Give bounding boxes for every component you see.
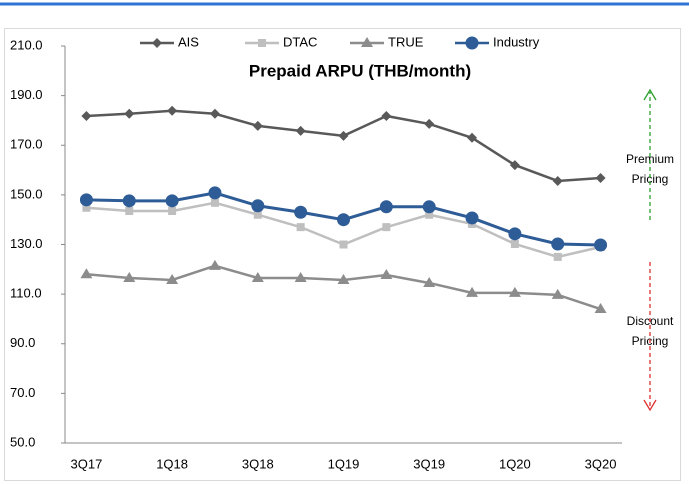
y-tick-label: 70.0 — [10, 385, 35, 400]
marker — [381, 110, 392, 121]
marker — [594, 303, 607, 314]
marker — [208, 186, 222, 200]
y-tick-label: 170.0 — [10, 137, 43, 152]
legend-label: Industry — [493, 34, 540, 49]
marker — [379, 200, 393, 214]
y-tick-label: 150.0 — [10, 186, 43, 201]
marker — [337, 213, 350, 227]
marker — [465, 36, 479, 50]
marker — [338, 130, 349, 141]
marker — [165, 194, 179, 208]
marker — [79, 193, 93, 207]
marker — [508, 286, 521, 297]
x-tick-label: 1Q18 — [156, 456, 188, 471]
chart-title: Prepaid ARPU (THB/month) — [249, 61, 471, 80]
marker — [466, 286, 479, 297]
marker — [380, 269, 393, 280]
legend-label: DTAC — [283, 34, 317, 49]
marker — [208, 259, 221, 270]
marker — [424, 118, 435, 129]
x-tick-label: 1Q20 — [499, 456, 531, 471]
marker — [425, 210, 434, 219]
marker — [594, 238, 608, 252]
x-tick-label: 3Q18 — [242, 456, 274, 471]
y-tick-label: 210.0 — [10, 37, 43, 52]
marker — [166, 273, 179, 284]
marker — [337, 273, 350, 284]
y-tick-label: 190.0 — [10, 87, 43, 102]
marker — [253, 210, 262, 219]
legend-label: AIS — [178, 34, 199, 49]
series-line — [86, 201, 601, 259]
marker — [168, 207, 177, 216]
marker — [553, 252, 562, 261]
series-line — [86, 264, 601, 311]
x-tick-label: 1Q19 — [328, 456, 360, 471]
legend-label: TRUE — [388, 34, 424, 49]
marker — [422, 200, 436, 214]
marker — [124, 108, 135, 119]
marker — [595, 173, 606, 184]
marker — [210, 198, 219, 207]
arrow-head — [643, 88, 657, 101]
chart-border — [4, 28, 681, 481]
marker — [467, 132, 478, 143]
marker — [152, 38, 162, 48]
marker — [209, 108, 220, 119]
marker — [509, 160, 520, 171]
marker — [361, 37, 373, 47]
marker — [465, 211, 479, 225]
marker — [552, 175, 563, 186]
marker — [252, 120, 263, 131]
marker — [508, 227, 522, 241]
annotation: Premium — [626, 152, 674, 166]
marker — [295, 125, 306, 136]
y-tick-label: 90.0 — [10, 335, 35, 350]
marker — [82, 203, 91, 212]
x-tick-label: 3Q17 — [71, 456, 103, 471]
annotation: Pricing — [632, 172, 669, 186]
marker — [80, 268, 93, 279]
marker — [296, 223, 305, 232]
marker — [258, 39, 266, 47]
marker — [382, 223, 391, 232]
marker — [251, 199, 265, 213]
marker — [125, 207, 134, 216]
y-tick-label: 110.0 — [10, 286, 42, 301]
y-tick-label: 50.0 — [10, 434, 35, 449]
marker — [294, 205, 308, 219]
arrow-head — [643, 399, 657, 412]
x-tick-label: 3Q20 — [585, 456, 617, 471]
marker — [551, 237, 565, 251]
marker — [423, 276, 436, 287]
marker — [294, 271, 307, 282]
marker — [339, 240, 348, 249]
marker — [251, 271, 264, 282]
marker — [81, 110, 92, 121]
series-line — [86, 109, 601, 183]
x-tick-label: 3Q19 — [413, 456, 445, 471]
y-tick-label: 130.0 — [10, 236, 43, 251]
marker — [123, 271, 136, 282]
marker — [122, 194, 136, 208]
marker — [510, 240, 519, 249]
marker — [551, 288, 564, 299]
marker — [167, 105, 178, 116]
